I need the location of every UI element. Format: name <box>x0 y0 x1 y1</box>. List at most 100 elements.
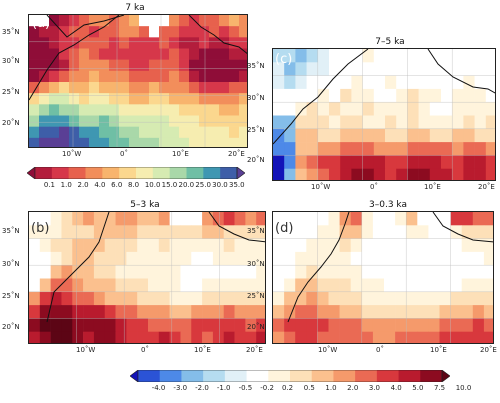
map-cell <box>29 225 41 239</box>
map-cell <box>461 251 474 266</box>
map-cell <box>29 115 40 127</box>
map-cell <box>407 75 419 90</box>
map-cell <box>350 331 363 343</box>
map-cell <box>372 225 385 239</box>
map-cell <box>384 225 396 239</box>
map-cell <box>239 70 247 83</box>
map-cell <box>339 225 351 239</box>
map-cell <box>329 142 341 156</box>
panel-c-lon-10w: 10˚W <box>311 183 331 191</box>
map-cell <box>39 238 51 253</box>
map-cell <box>126 212 138 226</box>
map-cell <box>39 115 50 127</box>
map-cell <box>99 26 110 38</box>
map-cell <box>39 318 51 332</box>
coastline <box>29 15 120 101</box>
map-cell <box>72 238 84 253</box>
map-cell <box>295 128 307 143</box>
colorbar-tick-label: 5.0 <box>412 384 424 392</box>
map-cell <box>69 137 80 147</box>
map-cell <box>191 318 203 332</box>
map-cell <box>245 318 257 332</box>
map-cell <box>245 291 257 306</box>
map-cell <box>126 331 138 343</box>
map-cell <box>441 168 453 180</box>
map-cell <box>39 225 51 239</box>
map-cell <box>79 93 90 105</box>
map-cell <box>99 115 110 127</box>
map-cell <box>396 75 408 90</box>
map-cell <box>461 265 474 279</box>
panel-a-lon-20e: 20˚E <box>228 150 245 158</box>
map-cell <box>159 26 170 38</box>
map-cell <box>372 305 385 319</box>
map-cell <box>79 37 90 49</box>
map-cell <box>61 265 73 279</box>
map-cell <box>93 225 106 239</box>
map-cell <box>362 115 375 130</box>
map-cell <box>189 70 200 83</box>
map-cell <box>418 115 431 130</box>
colorbar-swatch <box>203 167 221 179</box>
map-cell <box>189 26 200 38</box>
map-cell <box>350 238 363 253</box>
map-cell <box>329 88 341 103</box>
map-cell <box>406 291 418 306</box>
map-cell <box>385 102 397 116</box>
map-cell <box>463 168 475 180</box>
map-cell <box>351 102 363 116</box>
map-cell <box>439 238 451 253</box>
map-cell <box>72 331 84 343</box>
map-cell <box>149 15 160 27</box>
map-cell <box>104 225 116 239</box>
map-cell <box>372 278 385 293</box>
map-cell <box>99 93 110 105</box>
map-cell <box>463 155 475 169</box>
map-cell <box>72 291 84 306</box>
map-cell <box>179 126 190 139</box>
map-cell <box>450 265 462 279</box>
map-cell <box>317 331 329 343</box>
colorbar-swatch <box>181 370 204 382</box>
map-cell <box>351 49 363 63</box>
map-cell <box>256 212 265 226</box>
map-cell <box>109 137 120 147</box>
colorbar-swatch <box>152 167 171 179</box>
map-cell <box>417 212 429 226</box>
map-cell <box>385 155 397 169</box>
map-cell <box>79 59 90 72</box>
map-cell <box>452 88 464 103</box>
map-cell <box>429 49 442 63</box>
coastline <box>273 49 369 145</box>
map-cell <box>104 291 116 306</box>
colorbar-tick-label: -1.0 <box>216 384 231 392</box>
map-cell <box>284 291 296 306</box>
map-cell <box>159 137 170 147</box>
map-cell <box>180 291 192 306</box>
map-cell <box>418 168 431 180</box>
map-cell <box>340 168 352 180</box>
map-cell <box>234 265 246 279</box>
map-cell <box>126 318 138 332</box>
map-cell <box>384 251 396 266</box>
map-cell <box>93 331 106 343</box>
map-cell <box>199 15 210 27</box>
map-cell <box>474 102 487 116</box>
map-cell <box>129 15 140 27</box>
panel-a-lat-20: 20˚N <box>2 119 20 127</box>
map-cell <box>396 128 408 143</box>
map-cell <box>99 59 110 72</box>
map-cell <box>49 93 60 105</box>
map-cell <box>396 62 408 76</box>
colorbar-tick-label: 7.5 <box>434 384 446 392</box>
map-cell <box>212 305 225 319</box>
colorbar-swatch <box>376 370 399 382</box>
map-cell <box>115 238 127 253</box>
panel-d-field <box>273 212 493 343</box>
colorbar-tick-label: 10.0 <box>144 181 161 189</box>
map-cell <box>350 225 363 239</box>
map-cell <box>273 225 285 239</box>
map-cell <box>93 318 106 332</box>
map-cell <box>29 305 41 319</box>
map-cell <box>29 59 40 72</box>
